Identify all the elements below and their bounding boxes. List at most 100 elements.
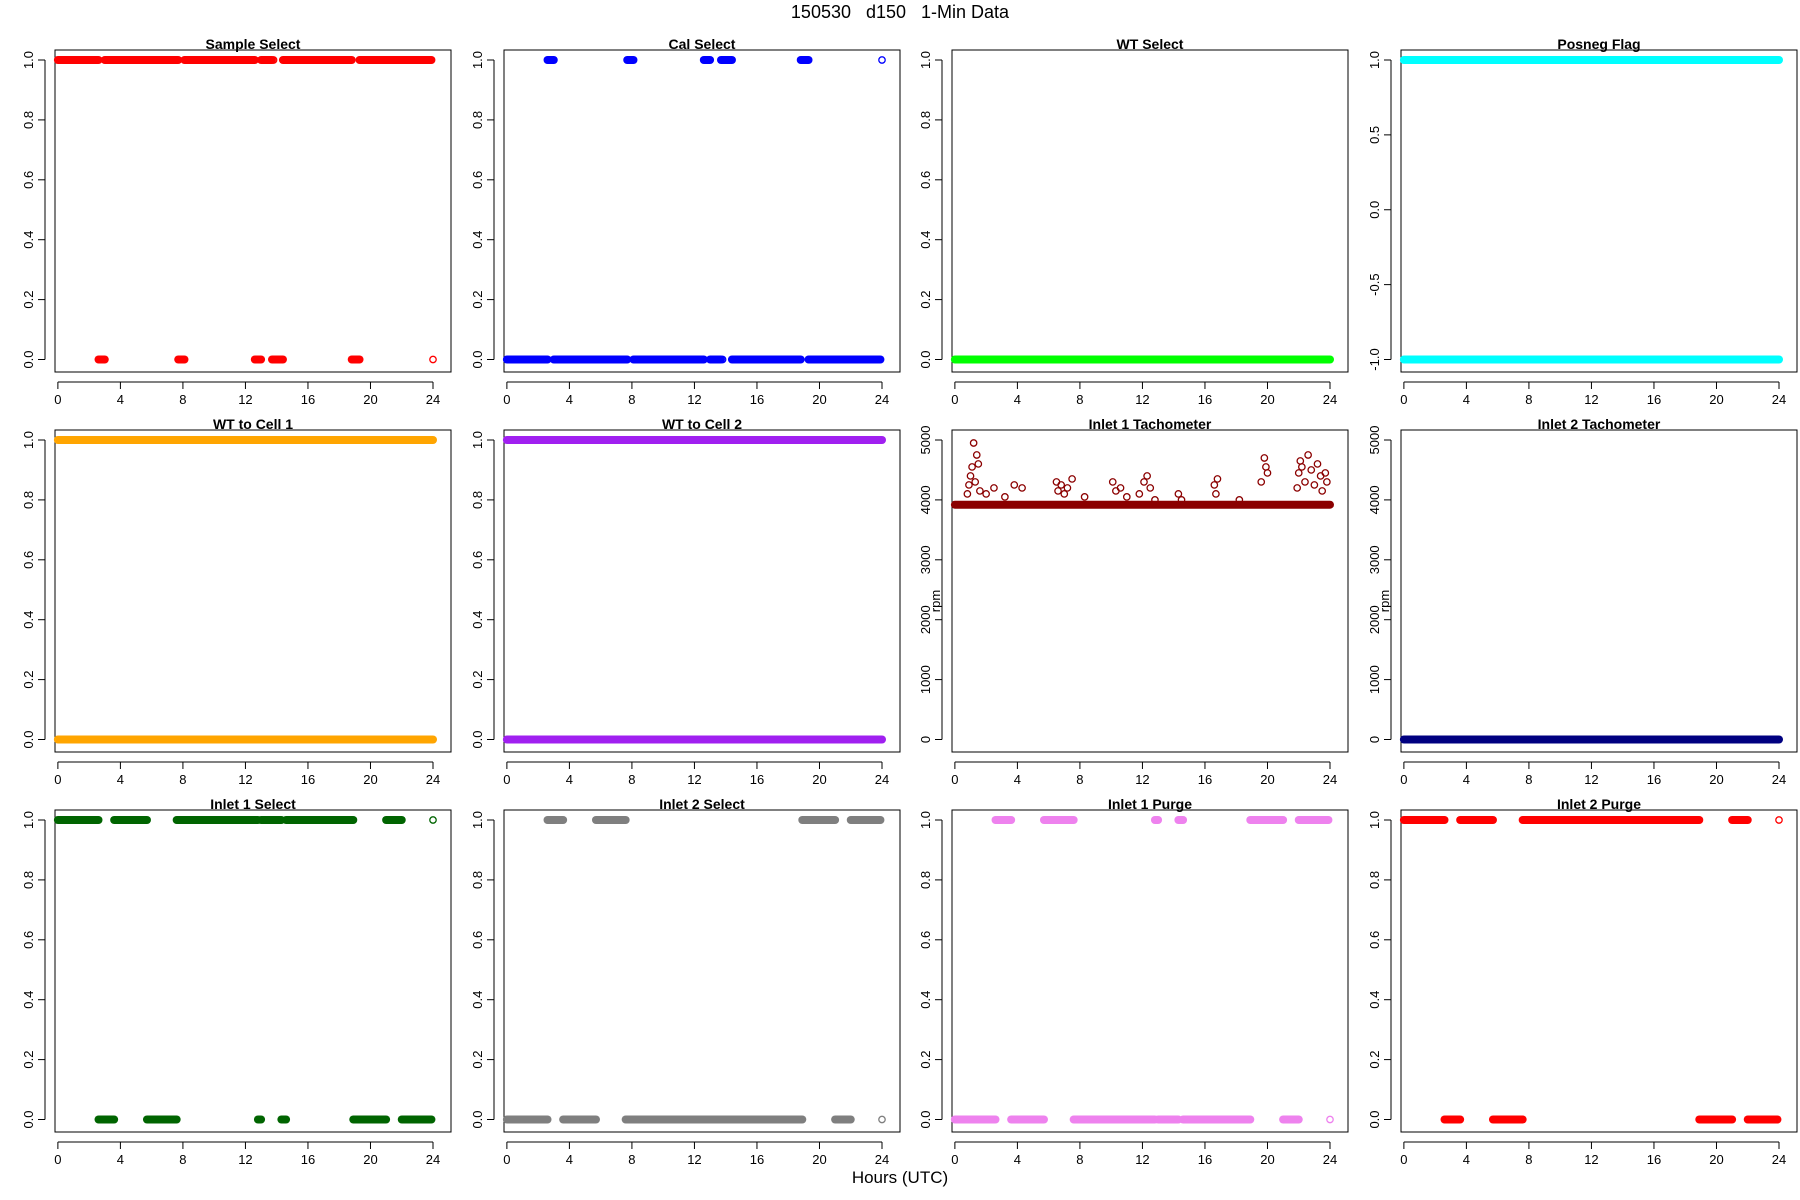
panel-2: Cal Select 0 4 8 12 16 20 24 0.0 0.2 0.4 0.6 0.8 1.0 bbox=[470, 36, 901, 407]
x-tick-label: 20 bbox=[1709, 392, 1723, 407]
y-tick-label: 0.8 bbox=[1367, 871, 1382, 889]
y-tick-label: 0.2 bbox=[470, 291, 485, 309]
data-point bbox=[1174, 490, 1183, 498]
data-point bbox=[976, 487, 984, 495]
x-tick-label: 24 bbox=[875, 392, 889, 407]
panel-title: WT Select bbox=[1117, 36, 1184, 52]
x-tick-label: 16 bbox=[1198, 392, 1212, 407]
y-tick-label: 0.8 bbox=[470, 491, 485, 509]
data-point bbox=[1080, 493, 1089, 501]
data-point bbox=[965, 481, 973, 489]
y-tick-label: 0.8 bbox=[470, 871, 485, 889]
data-point bbox=[1310, 481, 1319, 489]
x-tick-label: 24 bbox=[1772, 772, 1786, 787]
x-tick-label: 4 bbox=[1014, 1152, 1021, 1167]
data-point bbox=[1304, 451, 1312, 459]
data-point bbox=[1140, 478, 1148, 486]
data-point bbox=[969, 439, 978, 447]
panel-10: Inlet 2 Select 0 4 8 12 16 20 24 0.0 0.2 0.4 0.6 0.8… bbox=[470, 796, 901, 1167]
data-point bbox=[429, 816, 437, 824]
plot-frame bbox=[503, 429, 901, 753]
x-tick-label: 16 bbox=[1647, 772, 1661, 787]
x-tick-label: 4 bbox=[566, 1152, 573, 1167]
y-tick-label: 0.0 bbox=[1367, 1110, 1382, 1128]
y-tick-label: 0.4 bbox=[21, 231, 36, 249]
y-tick-label: 0.2 bbox=[21, 1051, 36, 1069]
x-tick-label: 0 bbox=[1400, 392, 1407, 407]
data-point bbox=[269, 56, 278, 64]
y-tick-label: 2000 bbox=[1367, 605, 1382, 634]
x-tick-label: 24 bbox=[1323, 772, 1337, 787]
y-tick-label: 0.0 bbox=[21, 1110, 36, 1128]
y-tick-label: 5000 bbox=[918, 426, 933, 455]
x-tick-label: 4 bbox=[117, 772, 124, 787]
data-point bbox=[429, 355, 437, 364]
y-tick-label: 1.0 bbox=[1367, 811, 1382, 829]
panel-title: Sample Select bbox=[206, 36, 301, 52]
x-tick-label: 12 bbox=[1135, 772, 1149, 787]
x-tick-label: 24 bbox=[875, 772, 889, 787]
data-point bbox=[1068, 475, 1076, 483]
y-tick-label: 0 bbox=[918, 736, 933, 743]
x-tick-label: 16 bbox=[301, 1152, 315, 1167]
data-point bbox=[1177, 496, 1186, 504]
x-tick-label: 16 bbox=[301, 772, 315, 787]
x-tick-label: 20 bbox=[1260, 1152, 1274, 1167]
x-tick-label: 16 bbox=[750, 772, 764, 787]
data-point bbox=[1001, 493, 1009, 501]
x-tick-label: 12 bbox=[238, 1152, 252, 1167]
panel-title: WT to Cell 2 bbox=[662, 416, 742, 432]
y-tick-label: 0.2 bbox=[1367, 1051, 1382, 1069]
x-tick-label: 0 bbox=[951, 1152, 958, 1167]
y-tick-label: 0 bbox=[1367, 736, 1382, 743]
x-tick-label: 8 bbox=[1525, 772, 1532, 787]
data-point bbox=[878, 56, 886, 64]
y-tick-label: 1.0 bbox=[470, 811, 485, 829]
y-tick-label: 0.6 bbox=[470, 551, 485, 569]
y-tick-label: 0.2 bbox=[21, 291, 36, 309]
data-point bbox=[878, 1115, 886, 1124]
data-point bbox=[1210, 481, 1219, 489]
y-tick-label: 0.4 bbox=[470, 991, 485, 1009]
data-point bbox=[1298, 463, 1306, 471]
data-point bbox=[1321, 469, 1330, 477]
x-tick-label: 8 bbox=[628, 1152, 635, 1167]
x-tick-label: 4 bbox=[566, 392, 573, 407]
y-tick-label: 1.0 bbox=[470, 51, 485, 69]
y-tick-label: 0.4 bbox=[470, 231, 485, 249]
y-tick-label: 0.8 bbox=[918, 111, 933, 129]
data-point bbox=[1063, 484, 1072, 492]
y-tick-label: 0.6 bbox=[918, 171, 933, 189]
x-tick-label: 24 bbox=[426, 772, 440, 787]
x-tick-label: 8 bbox=[628, 772, 635, 787]
plot-frame bbox=[54, 429, 452, 753]
y-tick-label: 1000 bbox=[1367, 665, 1382, 694]
y-tick-label: 0.8 bbox=[21, 111, 36, 129]
data-point bbox=[1301, 478, 1309, 486]
y-axis-label: rpm bbox=[1377, 590, 1392, 612]
y-tick-label: 0.6 bbox=[21, 931, 36, 949]
x-tick-label: 12 bbox=[687, 392, 701, 407]
data-point bbox=[1116, 484, 1125, 492]
y-tick-label: 0.6 bbox=[21, 171, 36, 189]
x-tick-label: 20 bbox=[363, 392, 377, 407]
y-tick-label: 0.4 bbox=[918, 231, 933, 249]
plot-frame bbox=[1400, 429, 1798, 753]
y-tick-label: 0.5 bbox=[1367, 126, 1382, 144]
x-tick-label: 24 bbox=[1772, 392, 1786, 407]
y-tick-label: -0.5 bbox=[1367, 273, 1382, 295]
y-tick-label: 2000 bbox=[918, 605, 933, 634]
data-point bbox=[1775, 816, 1783, 824]
y-tick-label: 3000 bbox=[918, 545, 933, 574]
data-point bbox=[966, 472, 975, 480]
page-title: 150530 d150 1-Min Data bbox=[790, 2, 1010, 22]
y-tick-label: 1.0 bbox=[21, 811, 36, 829]
x-tick-label: 20 bbox=[812, 1152, 826, 1167]
panel-title: Cal Select bbox=[669, 36, 736, 52]
x-tick-label: 4 bbox=[117, 392, 124, 407]
data-point bbox=[972, 451, 981, 459]
x-tick-label: 4 bbox=[1014, 392, 1021, 407]
y-axis-label: rpm bbox=[928, 590, 943, 612]
data-point bbox=[982, 490, 990, 498]
data-point bbox=[963, 490, 972, 498]
